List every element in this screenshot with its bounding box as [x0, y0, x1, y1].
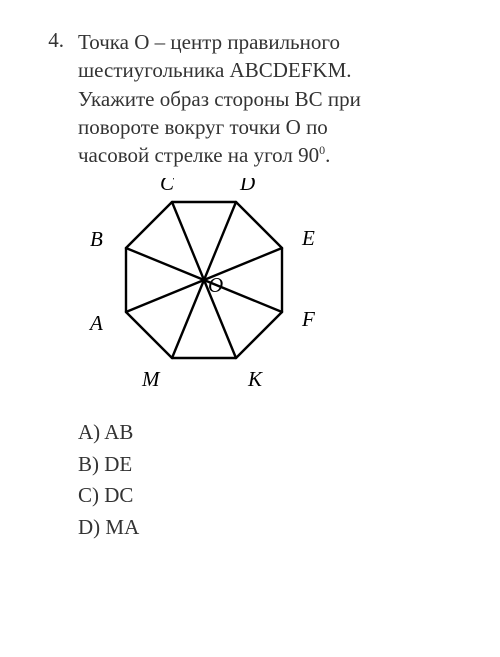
- problem-number: 4.: [36, 28, 78, 53]
- answer-option: C) DC: [78, 480, 464, 512]
- question-line: часовой стрелке на угол 900.: [78, 141, 464, 169]
- octagon-svg: O C D E F K M A B: [86, 178, 326, 402]
- problem: 4. Точка О – центр правильного шестиугол…: [36, 28, 464, 543]
- question-text: Точка О – центр правильного шестиугольни…: [78, 28, 464, 170]
- answer-letter: B): [78, 452, 99, 476]
- svg-text:M: M: [141, 367, 161, 391]
- question-line-last: часовой стрелке на угол 90: [78, 143, 319, 167]
- question-line: шестиугольника ABCDEFKM.: [78, 56, 464, 84]
- answer-text: DE: [104, 452, 132, 476]
- svg-text:K: K: [247, 367, 263, 391]
- answer-letter: A): [78, 420, 100, 444]
- answer-option: A) AB: [78, 417, 464, 449]
- svg-text:B: B: [90, 227, 103, 251]
- period: .: [325, 143, 330, 167]
- svg-text:A: A: [88, 311, 103, 335]
- svg-text:D: D: [239, 178, 255, 195]
- answers-list: A) AB B) DE C) DC D) MA: [78, 413, 464, 543]
- question-line: Укажите образ стороны BC при: [78, 85, 464, 113]
- svg-text:C: C: [160, 178, 175, 195]
- svg-text:F: F: [301, 307, 315, 331]
- question-line: повороте вокруг точки O по: [78, 113, 464, 141]
- answer-letter: C): [78, 483, 99, 507]
- svg-text:O: O: [208, 273, 223, 297]
- octagon-figure: O C D E F K M A B: [78, 170, 464, 413]
- answer-text: DC: [104, 483, 133, 507]
- page: 4. Точка О – центр правильного шестиугол…: [0, 0, 500, 571]
- question-line: Точка О – центр правильного: [78, 28, 464, 56]
- answer-option: D) MA: [78, 512, 464, 544]
- svg-text:E: E: [301, 226, 315, 250]
- problem-body: Точка О – центр правильного шестиугольни…: [78, 28, 464, 543]
- answer-text: MA: [105, 515, 139, 539]
- answer-text: AB: [104, 420, 133, 444]
- answer-option: B) DE: [78, 449, 464, 481]
- answer-letter: D): [78, 515, 100, 539]
